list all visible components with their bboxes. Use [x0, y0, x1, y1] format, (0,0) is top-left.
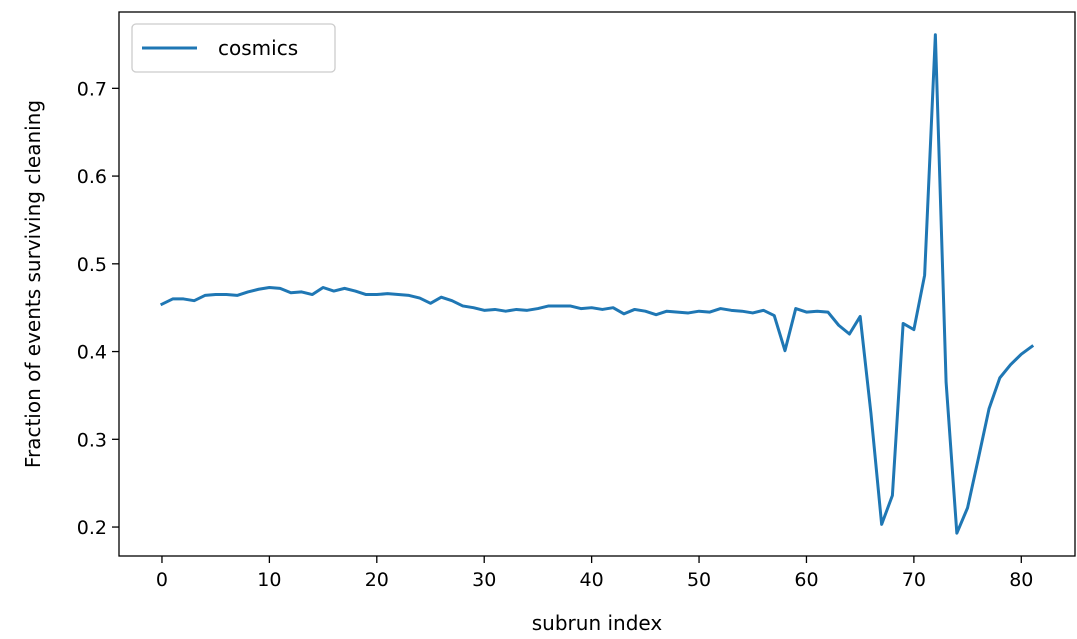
x-tick-label: 70 [902, 569, 926, 591]
series-layer [159, 33, 1035, 535]
x-tick-label: 20 [365, 569, 389, 591]
x-tick-label: 80 [1009, 569, 1033, 591]
y-tick-label: 0.3 [77, 429, 107, 451]
x-tick-label: 50 [687, 569, 711, 591]
y-tick-label: 0.6 [77, 166, 107, 188]
plot-frame [118, 11, 1076, 557]
y-tick-label: 0.4 [77, 342, 107, 364]
x-tick-label: 60 [794, 569, 818, 591]
y-axis-label: Fraction of events surviving cleaning [21, 100, 45, 468]
x-axis-label: subrun index [532, 611, 663, 635]
series-line-cosmics [159, 33, 1035, 535]
x-tick-label: 0 [156, 569, 168, 591]
legend: cosmics [131, 23, 336, 73]
x-tick-label: 30 [472, 569, 496, 591]
y-axis: 0.2 0.3 0.4 0.5 0.6 0.7 [77, 78, 119, 539]
legend-label-cosmics: cosmics [218, 36, 298, 60]
y-tick-label: 0.7 [77, 78, 107, 100]
x-axis: 0 10 20 30 40 50 60 70 80 [156, 556, 1033, 591]
x-tick-label: 40 [580, 569, 604, 591]
legend-box [131, 23, 336, 73]
y-tick-label: 0.5 [77, 254, 107, 276]
plot-background [119, 12, 1075, 556]
y-tick-label: 0.2 [77, 517, 107, 539]
x-tick-label: 10 [257, 569, 281, 591]
